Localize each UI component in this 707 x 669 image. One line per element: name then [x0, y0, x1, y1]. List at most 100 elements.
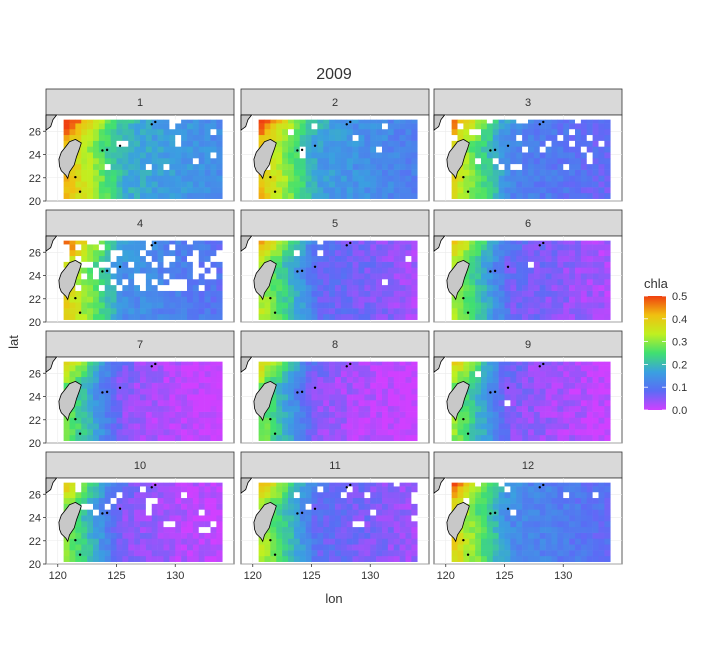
chla-cell — [352, 388, 359, 395]
chla-cell — [376, 532, 383, 539]
chla-cell — [75, 370, 82, 378]
chla-cell — [305, 192, 312, 199]
chla-cell — [264, 175, 271, 182]
chla-cell — [163, 400, 170, 407]
chla-cell — [469, 261, 476, 268]
chla-cell — [63, 434, 70, 441]
chla-cell — [288, 532, 295, 539]
chla-cell — [187, 400, 194, 407]
chla-cell — [528, 296, 535, 303]
chla-cell — [104, 119, 111, 124]
chla-cell — [604, 550, 611, 557]
chla-cell — [475, 550, 482, 557]
chla-cell — [335, 365, 342, 372]
chla-cell — [539, 187, 546, 194]
chla-cell — [151, 411, 158, 418]
chla-cell — [492, 152, 499, 159]
chla-cell — [387, 434, 395, 441]
chla-cell — [198, 158, 205, 165]
chla-cell — [335, 244, 342, 251]
chla-cell — [305, 302, 312, 309]
chla-cell — [128, 370, 135, 378]
chla-cell — [528, 497, 535, 504]
chla-cell — [498, 152, 505, 159]
chla-cell — [405, 119, 412, 124]
islet — [462, 538, 465, 542]
chla-cell — [323, 296, 330, 303]
chla-cell — [492, 503, 499, 510]
chla-cell — [563, 273, 570, 280]
chla-cell — [481, 240, 488, 245]
chla-cell — [469, 128, 476, 136]
chla-cell — [492, 169, 499, 176]
chla-cell — [393, 429, 400, 436]
chla-cell — [104, 382, 111, 389]
chla-cell — [516, 486, 523, 493]
chla-cell — [122, 290, 129, 297]
chla-cell — [299, 296, 306, 303]
chla-cell — [110, 249, 117, 257]
chla-cell — [580, 134, 588, 141]
chla-cell — [486, 163, 494, 170]
chla-cell — [145, 146, 153, 153]
chla-cell — [104, 313, 111, 320]
chla-cell — [522, 163, 529, 170]
chla-cell — [140, 376, 147, 383]
chla-cell — [204, 503, 211, 510]
chla-cell — [116, 555, 123, 562]
chla-cell — [151, 486, 158, 493]
chla-cell — [276, 361, 283, 366]
chla-cell — [510, 370, 517, 378]
chla-cell — [498, 538, 505, 545]
chla-cell — [69, 296, 76, 303]
chla-cell — [598, 296, 605, 303]
chla-cell — [104, 526, 111, 533]
chla-cell — [580, 497, 588, 504]
chla-cell — [198, 365, 205, 372]
chla-cell — [539, 550, 546, 557]
chla-cell — [81, 163, 88, 170]
chla-cell — [586, 376, 593, 383]
chla-cell — [451, 296, 458, 303]
chla-cell — [181, 123, 188, 130]
chla-cell — [387, 119, 395, 124]
chla-cell — [510, 550, 517, 557]
chla-cell — [411, 423, 418, 430]
chla-cell — [393, 175, 400, 182]
chla-cell — [399, 140, 406, 147]
chla-cell — [557, 146, 564, 153]
chla-cell — [352, 279, 359, 286]
chla-cell — [198, 411, 205, 418]
chla-cell — [498, 175, 505, 182]
chla-cell — [122, 423, 129, 430]
chla-cell — [145, 240, 153, 245]
chla-cell — [522, 181, 529, 188]
chla-cell — [335, 181, 342, 188]
chla-cell — [475, 163, 482, 170]
chla-cell — [504, 365, 511, 372]
chla-cell — [216, 255, 223, 262]
chla-cell — [457, 370, 464, 378]
chla-cell — [187, 423, 194, 430]
chla-cell — [128, 550, 135, 557]
chla-cell — [323, 361, 330, 366]
chla-cell — [545, 158, 552, 165]
chla-cell — [317, 405, 324, 412]
chla-cell — [299, 486, 306, 493]
chla-cell — [405, 365, 412, 372]
chla-cell — [569, 169, 576, 176]
chla-cell — [288, 279, 295, 286]
chla-cell — [563, 521, 570, 528]
chla-cell — [387, 411, 395, 418]
chla-cell — [187, 482, 194, 487]
chla-cell — [175, 400, 182, 407]
chla-cell — [81, 313, 88, 320]
chla-cell — [586, 255, 593, 262]
chla-cell — [288, 273, 295, 280]
chla-cell — [116, 249, 123, 257]
chla-cell — [157, 376, 164, 383]
chla-cell — [140, 550, 147, 557]
chla-cell — [93, 255, 100, 262]
chla-cell — [522, 376, 529, 383]
chla-cell — [358, 240, 365, 245]
